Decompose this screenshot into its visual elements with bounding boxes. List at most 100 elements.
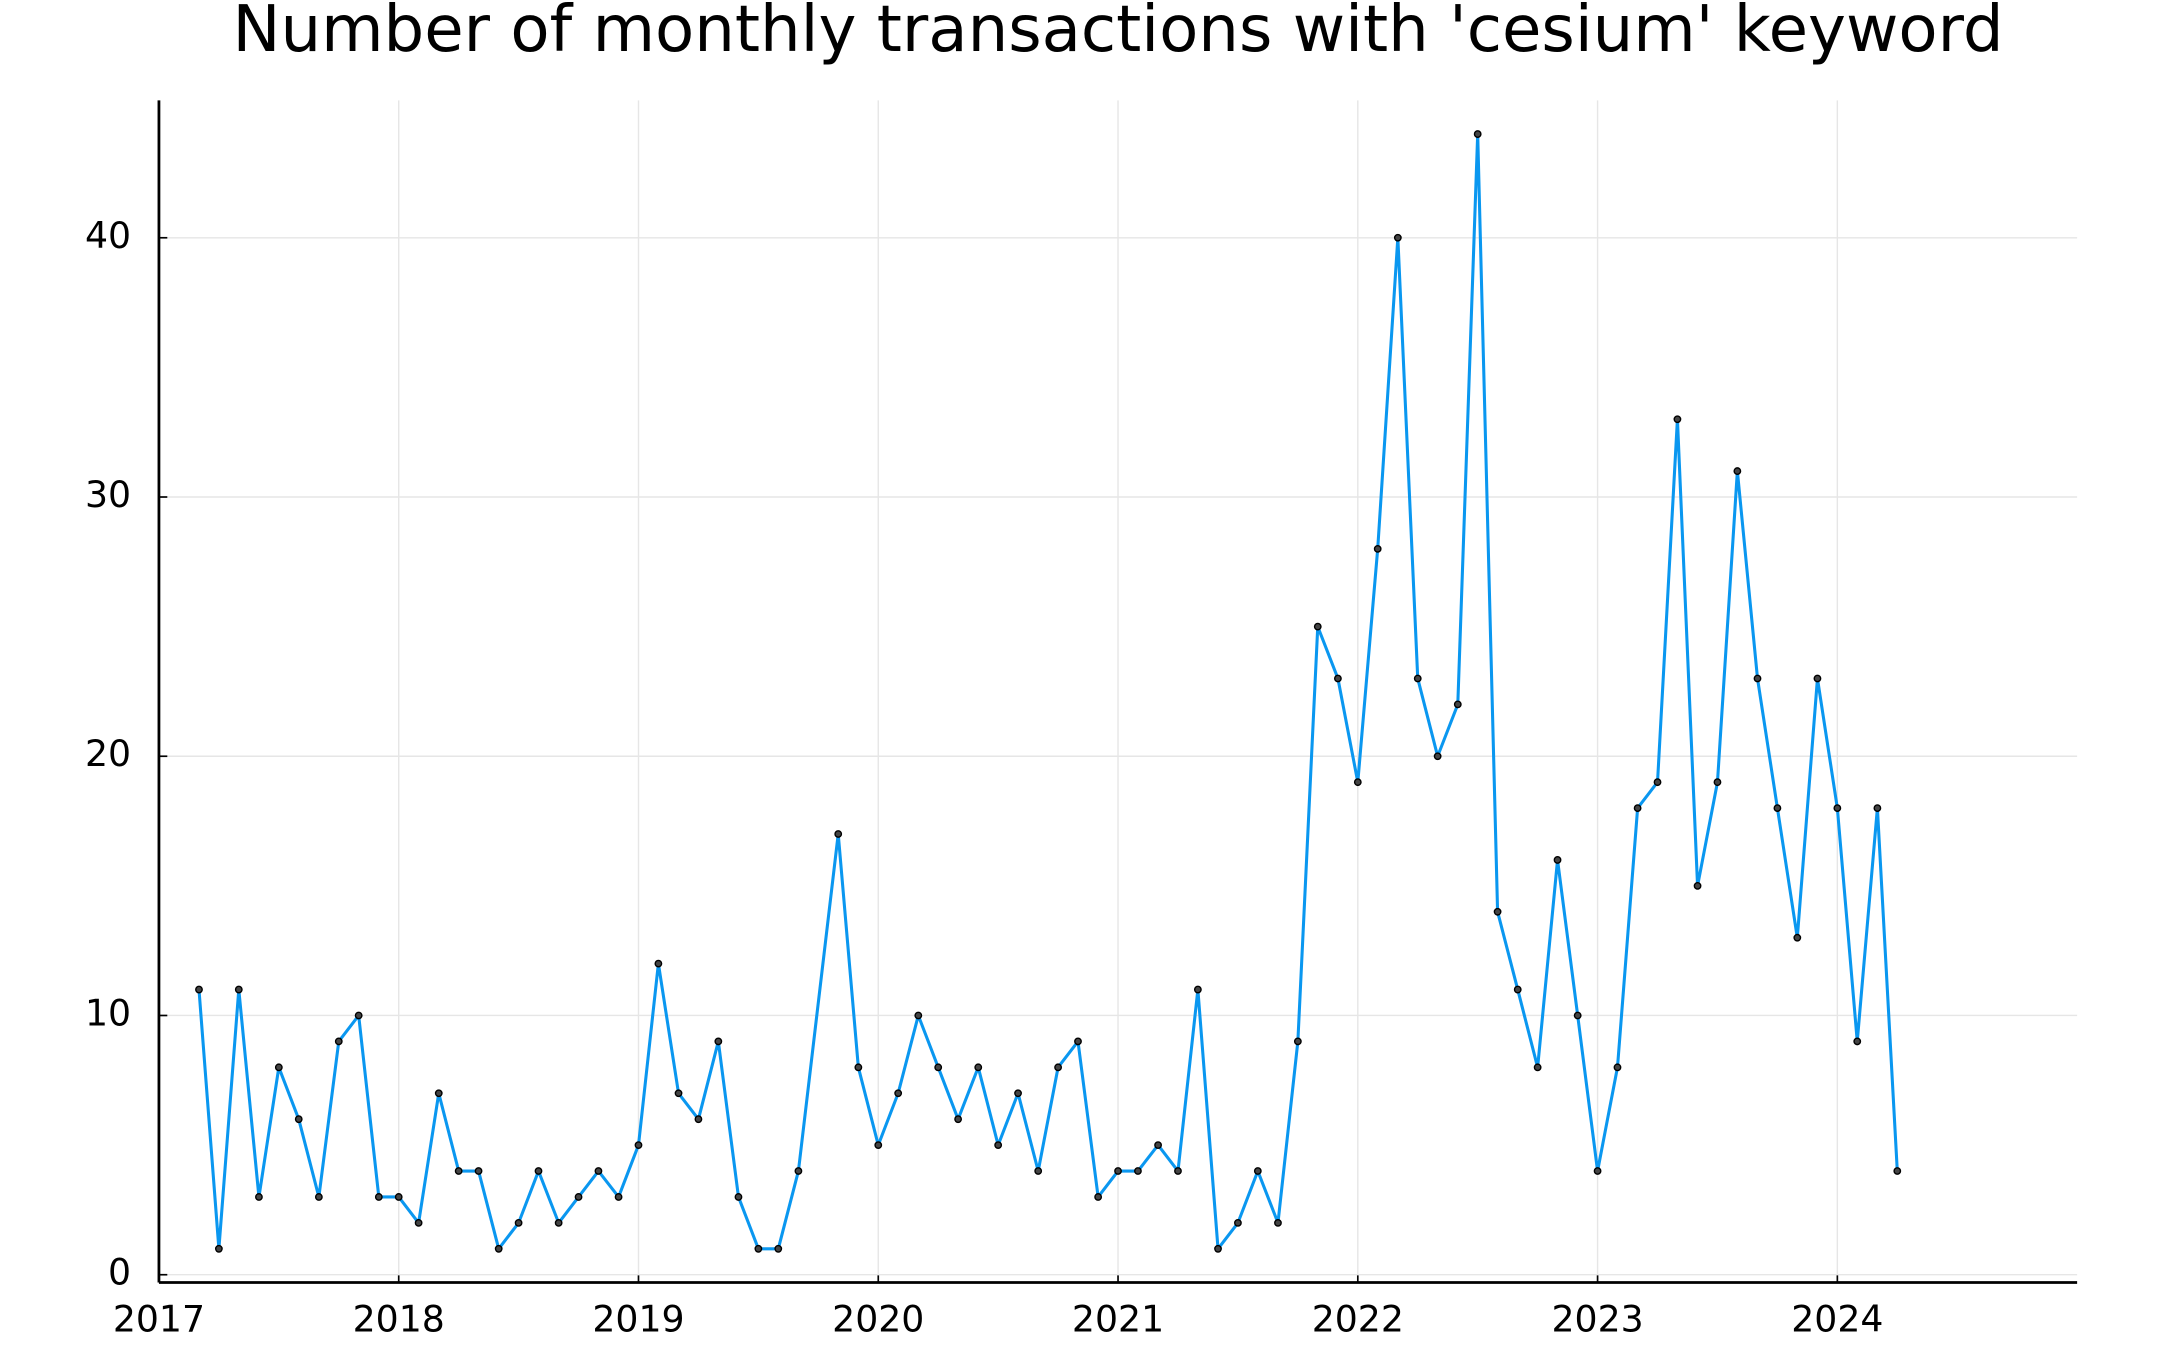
marker <box>694 1115 703 1124</box>
marker <box>354 1011 363 1020</box>
marker <box>274 1063 283 1072</box>
marker <box>1253 1167 1262 1175</box>
y-tick-label: 40 <box>85 214 131 257</box>
marker <box>1733 467 1742 475</box>
marker <box>1453 700 1462 709</box>
marker <box>1673 415 1682 424</box>
marker <box>334 1037 343 1046</box>
marker <box>1653 778 1662 787</box>
marker <box>1393 233 1402 242</box>
marker <box>294 1115 303 1124</box>
marker <box>1413 674 1422 683</box>
x-tick-label: 2022 <box>1312 1298 1404 1341</box>
marker <box>1313 622 1322 631</box>
marker <box>874 1141 883 1150</box>
marker <box>1274 1218 1282 1227</box>
chart-title: Number of monthly transactions with 'ces… <box>233 0 2004 67</box>
y-tick-label: 0 <box>108 1251 131 1294</box>
marker <box>1373 544 1382 553</box>
marker <box>234 985 243 994</box>
marker <box>195 985 203 994</box>
marker <box>794 1167 803 1175</box>
marker <box>1513 985 1522 994</box>
marker <box>1813 674 1822 683</box>
marker <box>1353 778 1362 787</box>
marker <box>614 1193 623 1201</box>
y-tick-label: 30 <box>85 473 131 516</box>
marker <box>1054 1063 1062 1072</box>
marker <box>1094 1193 1103 1201</box>
marker <box>1493 907 1502 916</box>
marker <box>1334 674 1342 683</box>
marker <box>374 1193 383 1201</box>
y-tick-label: 20 <box>85 732 131 775</box>
marker <box>1633 804 1642 812</box>
x-tick-label: 2021 <box>1072 1298 1164 1341</box>
marker <box>1214 1244 1222 1253</box>
marker <box>914 1011 923 1020</box>
marker <box>774 1244 783 1253</box>
marker <box>1034 1167 1043 1175</box>
marker <box>854 1063 863 1072</box>
marker <box>634 1141 643 1150</box>
marker <box>394 1193 403 1201</box>
marker <box>214 1244 223 1253</box>
marker <box>1134 1167 1142 1175</box>
marker <box>1234 1218 1242 1227</box>
marker <box>1074 1037 1082 1046</box>
marker <box>1014 1089 1022 1098</box>
marker <box>1613 1063 1622 1072</box>
x-tick-label: 2020 <box>832 1298 924 1341</box>
marker <box>674 1089 683 1098</box>
marker <box>1154 1141 1162 1150</box>
marker <box>954 1115 963 1124</box>
marker <box>654 959 663 968</box>
marker <box>834 830 843 838</box>
marker <box>494 1244 503 1253</box>
y-tick-label: 10 <box>85 991 131 1034</box>
x-tick-label: 2018 <box>353 1298 445 1341</box>
marker <box>1533 1063 1542 1072</box>
marker <box>1473 130 1482 138</box>
marker <box>1853 1037 1862 1046</box>
marker <box>314 1193 323 1201</box>
marker <box>514 1218 523 1227</box>
marker <box>894 1089 903 1098</box>
marker <box>554 1218 563 1227</box>
marker <box>994 1141 1003 1150</box>
marker <box>1174 1167 1182 1175</box>
marker <box>1593 1167 1602 1175</box>
x-tick-label: 2023 <box>1551 1298 1643 1341</box>
marker <box>1793 933 1802 942</box>
x-tick-label: 2017 <box>113 1298 205 1341</box>
marker <box>1753 674 1762 683</box>
marker <box>1193 985 1202 994</box>
marker <box>1873 804 1882 812</box>
marker <box>1713 778 1722 787</box>
line <box>197 132 1899 1251</box>
marker <box>454 1167 463 1175</box>
marker <box>474 1167 483 1175</box>
marker <box>734 1193 743 1201</box>
marker <box>1114 1167 1122 1175</box>
marker <box>534 1167 543 1175</box>
marker <box>974 1063 983 1072</box>
marker <box>1893 1167 1902 1175</box>
x-tick-label: 2024 <box>1791 1298 1883 1341</box>
x-tick-label: 2019 <box>592 1298 684 1341</box>
marker <box>414 1218 423 1227</box>
marker <box>714 1037 723 1046</box>
marker <box>574 1193 583 1201</box>
marker <box>1693 881 1702 890</box>
marker <box>754 1244 763 1253</box>
marker <box>255 1193 263 1201</box>
marker <box>934 1063 943 1072</box>
marker <box>1833 804 1842 812</box>
marker <box>1553 856 1562 864</box>
marker <box>1293 1037 1302 1046</box>
marker <box>1433 752 1442 761</box>
marker <box>1773 804 1782 812</box>
marker <box>434 1089 443 1098</box>
